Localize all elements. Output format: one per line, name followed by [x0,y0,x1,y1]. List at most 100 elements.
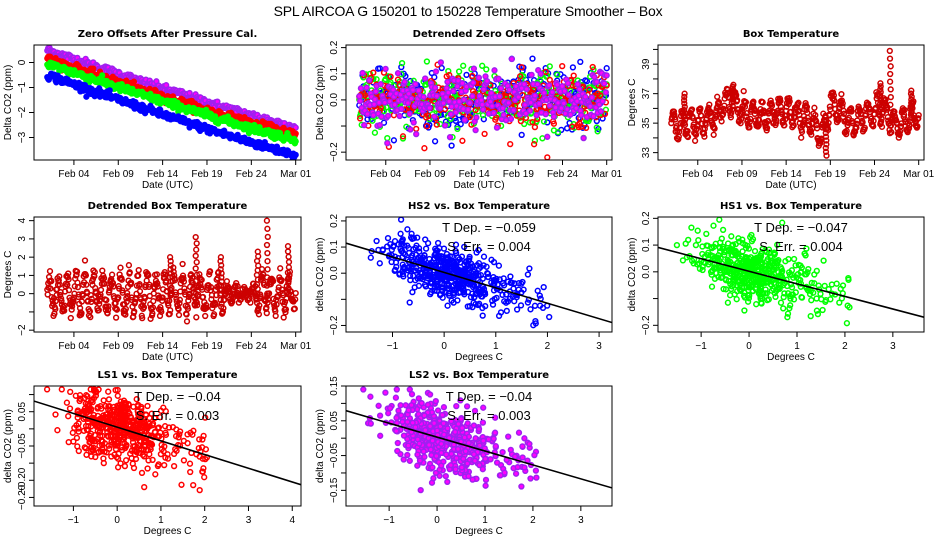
data-point-ls2 [445,89,452,96]
plot-frame [33,44,302,161]
y-tick-label: 1 [17,272,28,278]
data-point-ls1 [425,112,432,120]
data-point-detrended-temp [97,286,105,294]
data-point-box-temp [681,103,688,110]
x-tick-label: Mar 01 [591,169,623,180]
data-point-detrended-temp [53,292,60,299]
data-point-ls2 [389,86,397,93]
data-point-hs1 [828,281,836,288]
data-point-hs1 [692,241,700,249]
data-point-hs2 [415,282,423,289]
data-point-box-temp [877,103,885,110]
data-point-ls1 [570,72,577,79]
data-point-detrended-temp [73,268,81,275]
data-point-detrended-temp [105,303,112,310]
data-point-hs2 [524,299,532,306]
figure-title: SPL AIRCOA G 150201 to 150228 Temperatur… [273,3,663,19]
data-point-ls2 [408,95,415,102]
data-point-box-temp [840,107,847,114]
data-point-box-temp [791,114,798,121]
data-point-detrended-temp [123,289,131,297]
data-point-box-temp [772,119,780,127]
data-point-detrended-temp [139,314,146,322]
data-point-detrended-temp [118,276,125,283]
data-point-ls2 [422,75,429,82]
data-point-box-temp [694,123,701,130]
data-point-hs1 [805,265,812,273]
data-point-detrended-temp [78,309,85,317]
y-tick-label: 0 [17,290,28,296]
y-tick-label: −0.2 [641,315,652,335]
data-point-ls2 [452,109,459,116]
data-point-hs2 [433,287,441,294]
data-point-box-temp [718,118,725,125]
data-point-hs2 [569,64,577,71]
data-point-hs2 [438,284,446,291]
y-tick-label: 0 [17,59,28,65]
data-point-hs2 [440,253,447,261]
data-point-hs1 [679,257,687,264]
data-point-hs1 [713,264,720,272]
data-point-hs1 [711,275,719,282]
plot-frame [345,44,613,161]
data-point-detrended-temp [198,276,205,284]
data-point-detrended-temp [285,264,293,271]
data-point-detrended-temp [173,295,180,302]
data-point-detrended-temp [127,279,135,286]
data-point-hs1 [807,287,815,295]
data-point-hs1 [756,286,763,294]
data-point-box-temp [877,97,884,105]
data-point-box-temp [747,115,754,123]
data-point-box-temp [853,124,860,131]
data-point-box-temp [888,128,895,136]
data-point-ls1 [582,124,590,132]
data-point-box-temp [886,78,894,85]
data-point-ls1 [568,123,576,130]
data-point-hs1 [483,66,490,73]
data-point-hs2 [416,248,423,255]
data-point-box-temp [822,148,830,155]
data-point-hs2 [480,253,488,260]
data-point-box-temp [763,124,771,132]
data-point-hs1 [398,59,406,67]
y-tick-label: 0.1 [329,66,340,80]
data-point-detrended-temp [172,291,180,299]
data-point-box-temp [901,106,908,114]
data-point-ls1 [413,125,420,133]
data-point-hs1 [819,306,826,314]
data-point-hs2 [472,272,479,280]
data-point-ls1 [493,114,500,121]
data-point-hs1 [757,256,764,263]
data-point-ls1 [559,62,566,70]
data-point-hs2 [406,272,414,280]
data-point-detrended-temp [122,305,129,313]
panel-hs1-vs-box: HS1 vs. Box Temperature−1 0 1 2 30.20.10.0−0… [627,201,925,363]
data-point-ls2 [515,93,522,101]
data-point-ls2 [406,110,413,118]
data-point-detrended-temp [166,297,173,304]
y-tick-label: −3 [17,131,28,143]
data-point-hs1 [373,76,380,83]
std-error-label: S. Err. = 0.004 [759,239,842,254]
data-point-ls2 [565,91,572,98]
data-point-ls2 [376,121,384,129]
data-point-ls1 [530,86,537,93]
data-point-hs2 [421,252,428,259]
data-point-hs1 [554,71,561,78]
data-point-hs2 [503,307,510,315]
data-point-ls2 [567,111,574,118]
x-axis-label: Date (UTC) [142,180,193,191]
data-point-detrended-temp [223,278,231,285]
data-point-hs2 [376,65,384,72]
data-point-ls2 [446,98,453,105]
data-point-ls2 [361,121,368,129]
data-point-ls2 [497,85,505,92]
data-point-box-temp [887,101,894,108]
data-point-detrended-temp [48,278,55,285]
data-point-hs2 [482,302,489,310]
data-point-ls2 [554,81,561,88]
x-tick-label: 1 [794,341,800,352]
plot-area [34,386,301,494]
data-point-box-temp [877,94,884,102]
